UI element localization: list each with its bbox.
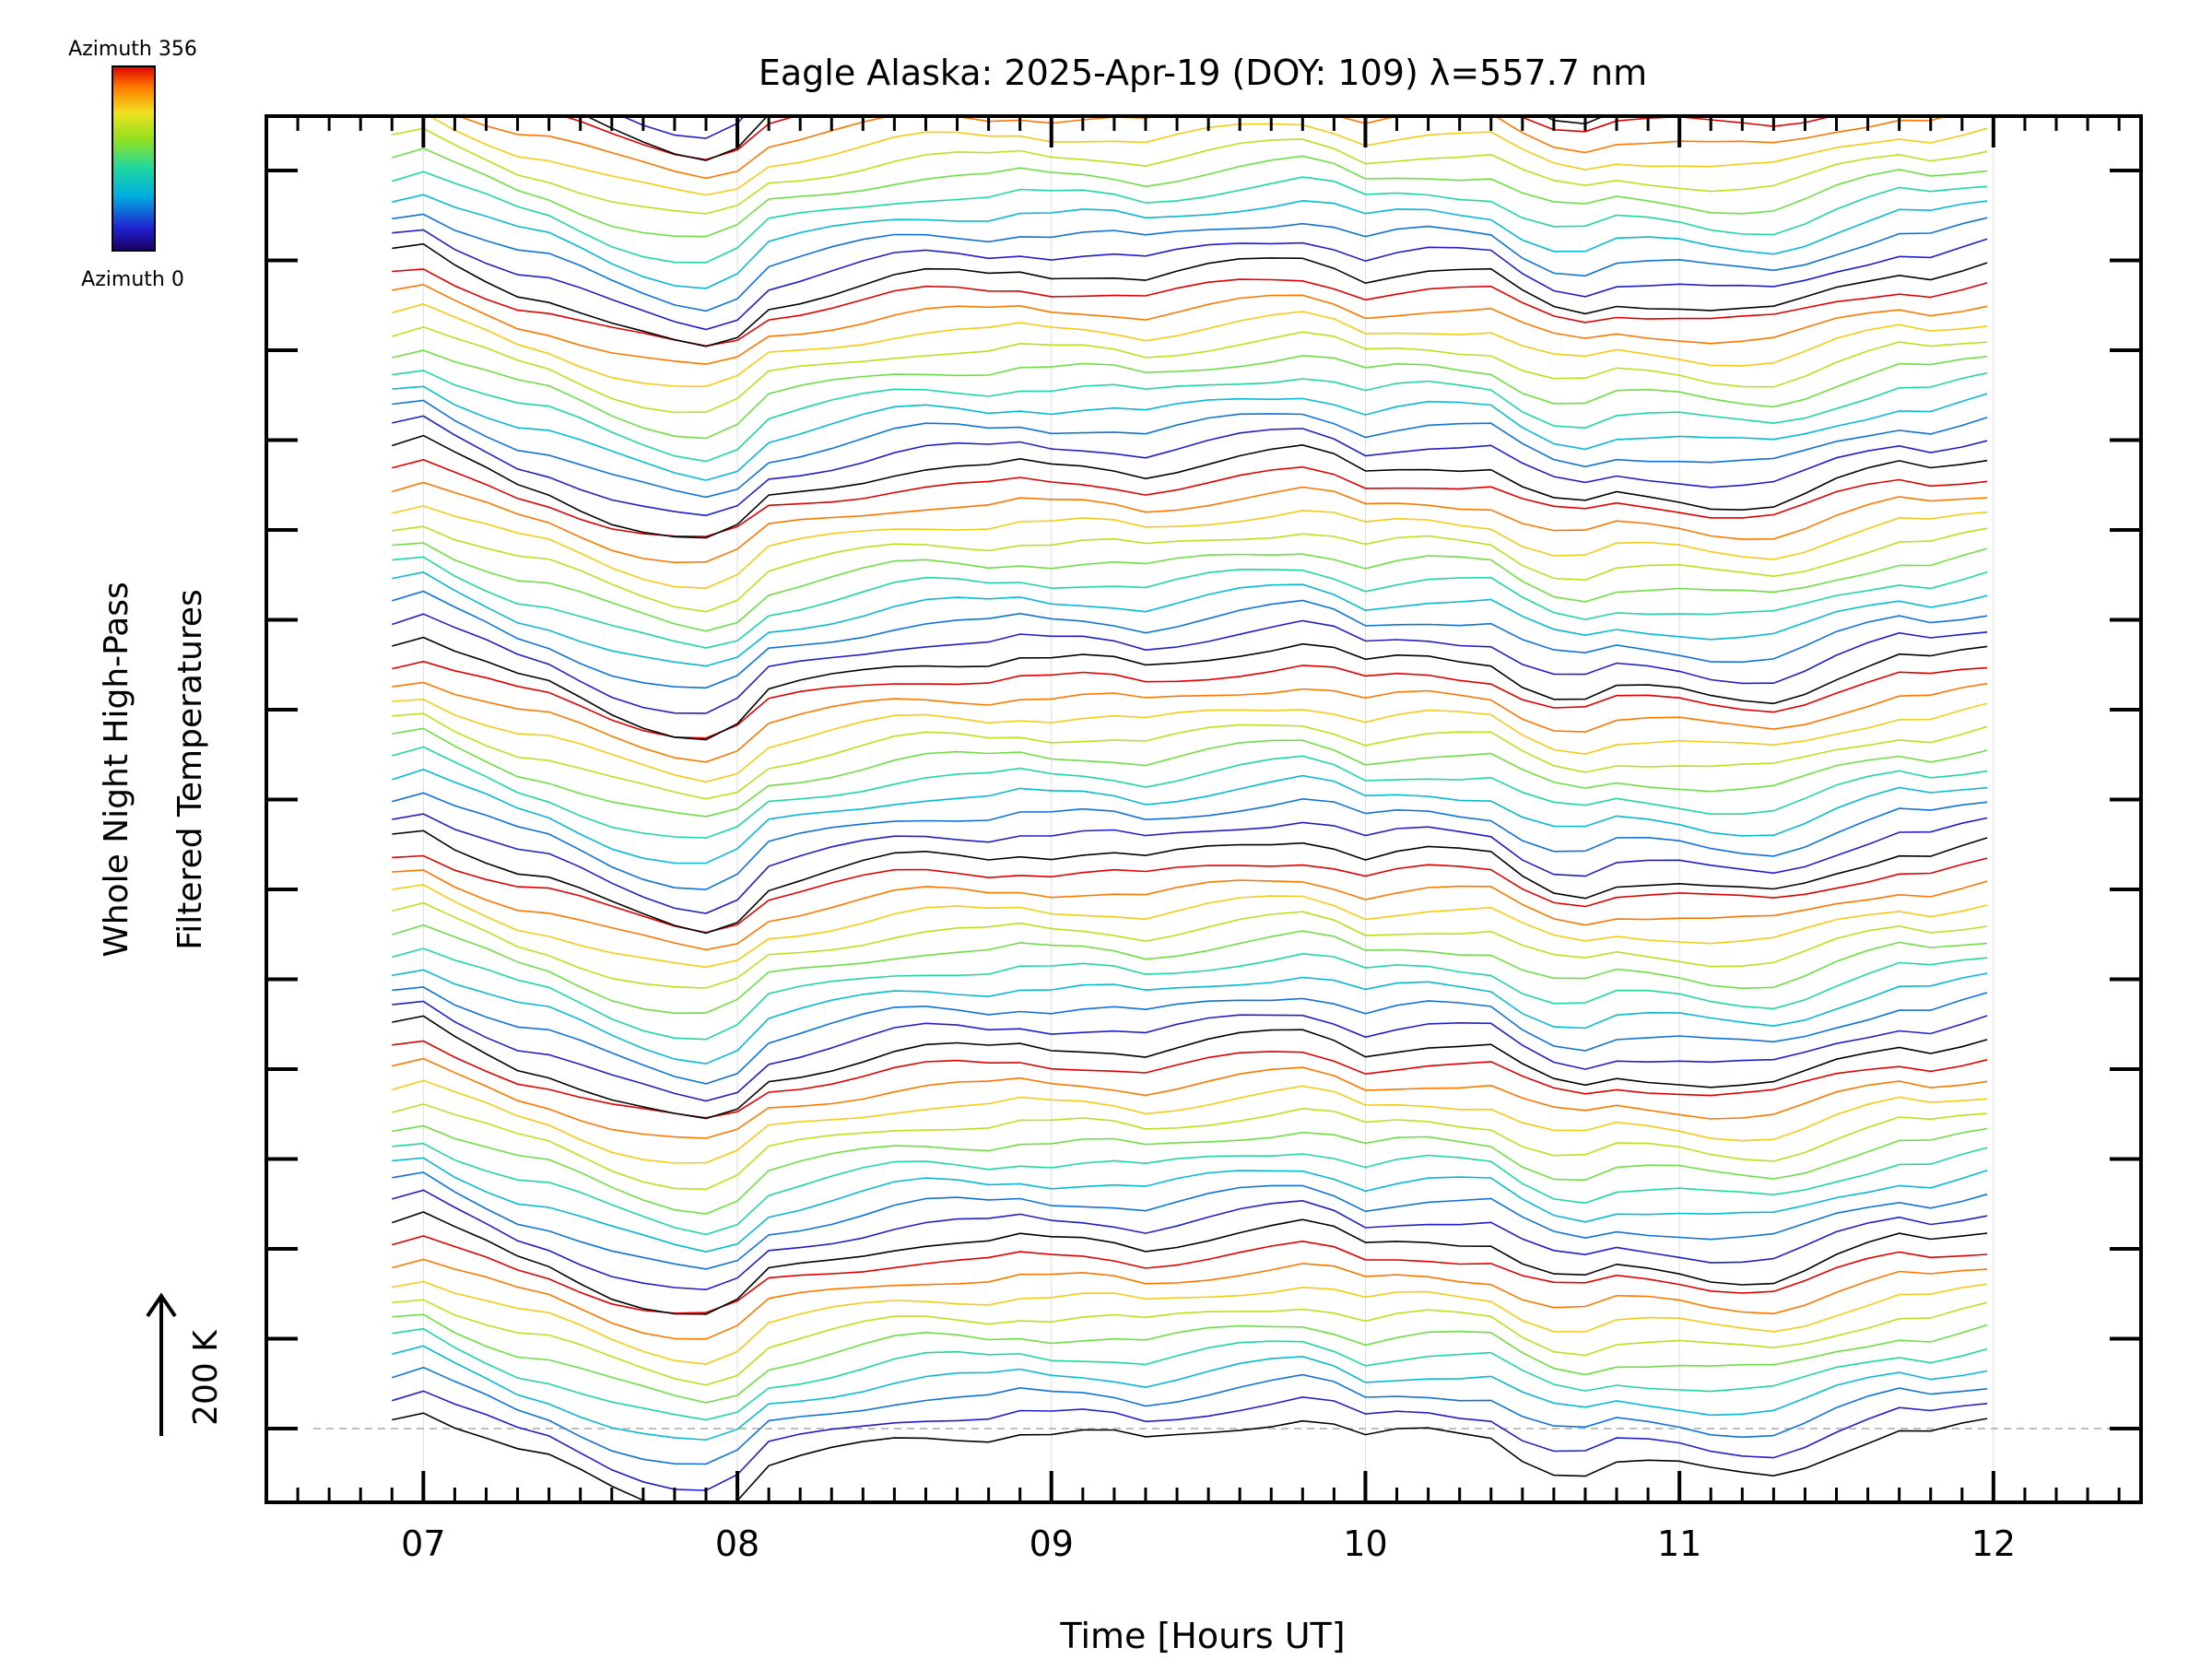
series-line: [392, 854, 1988, 934]
y-axis-label-line1: Whole Night High-Pass: [98, 582, 135, 958]
series-line: [620, 116, 746, 139]
x-tick-labels: 07 08 09 10 11 12: [401, 1524, 2016, 1564]
chart-title: Eagle Alaska: 2025-Apr-19 (DOY: 109) λ=5…: [759, 53, 1647, 93]
series-line: [392, 268, 1988, 347]
series-line: [392, 1057, 1988, 1139]
series-line: [392, 1015, 1988, 1120]
series-line: [392, 613, 1988, 714]
series-line: [392, 415, 1988, 517]
y-axis-label-line2: Filtered Temperatures: [171, 589, 209, 950]
x-tick-label: 12: [1971, 1524, 2016, 1564]
series-line: [392, 1079, 1988, 1164]
x-tick-label: 08: [715, 1524, 759, 1564]
series-line: [392, 660, 1988, 739]
series-line: [392, 1000, 1988, 1102]
series-line: [392, 349, 1988, 440]
series-line: [392, 571, 1988, 667]
series-line: [392, 1345, 1988, 1441]
series-line: [392, 229, 1988, 331]
scale-arrow: [146, 1292, 177, 1436]
series-line: [392, 1157, 1988, 1253]
series-line: [392, 1390, 1988, 1491]
series-line: [392, 505, 1988, 590]
series-line: [392, 171, 1988, 264]
series-line: [392, 434, 1988, 539]
series-line: [392, 986, 1988, 1085]
series-line: [392, 0, 1987, 44]
series-line: [392, 681, 1988, 763]
plot-frame: [265, 114, 2143, 1504]
series-line: [392, 0, 1987, 28]
series-line: [392, 590, 1988, 689]
series-line: [392, 0, 1987, 9]
series-line: [392, 194, 1988, 289]
series-line: [392, 1366, 1988, 1465]
series-line: [392, 1327, 1988, 1421]
series-line: [392, 1142, 1988, 1236]
series-line: [392, 127, 1988, 215]
x-tick-label: 07: [401, 1524, 445, 1564]
series-line: [392, 1124, 1988, 1215]
x-axis-label: Time [Hours UT]: [1059, 1616, 1345, 1656]
series-line: [392, 1171, 1988, 1270]
colorbar-top-label: Azimuth 356: [68, 38, 197, 61]
series-line: [392, 1299, 1988, 1386]
series-line: [392, 481, 1988, 564]
series-line: [392, 792, 1988, 890]
series-line: [392, 399, 1988, 499]
series-line: [392, 283, 1988, 365]
series-line: [584, 116, 1784, 161]
series-line: [392, 325, 1988, 414]
series-line: [392, 830, 1988, 935]
series-line: [392, 698, 1988, 783]
series-line: [392, 924, 1988, 1015]
series-line: [392, 370, 1988, 463]
x-tick-label: 09: [1030, 1524, 1074, 1564]
series-line: [392, 1313, 1988, 1404]
series-line: [392, 385, 1988, 481]
series-line: [392, 769, 1988, 865]
series-line: [392, 556, 1988, 649]
series-line: [392, 459, 1988, 537]
series-line: [392, 712, 1988, 800]
series-line: [392, 213, 1988, 312]
series-line: [392, 1103, 1988, 1191]
series-line: [392, 727, 1988, 818]
series-line: [392, 813, 1988, 914]
series-line: [392, 1280, 1988, 1365]
series-line: [392, 1189, 1988, 1291]
series-line: [392, 1040, 1988, 1119]
series-line: [392, 116, 1988, 196]
series-line: [392, 1211, 1988, 1315]
scale-label: 200 K: [187, 1329, 225, 1426]
series-line: [392, 525, 1988, 613]
series-line: [560, 116, 1836, 161]
series-line: [392, 1235, 1988, 1314]
axes: [265, 114, 2143, 1504]
colorbar: Azimuth 356 Azimuth 0: [68, 38, 197, 291]
x-tick-label: 10: [1343, 1524, 1387, 1564]
series-line: [392, 947, 1988, 1041]
series-line: [392, 242, 1988, 347]
series-line: [392, 636, 1988, 741]
series-line: [392, 901, 1988, 989]
series-line: [392, 884, 1988, 969]
series-line: [392, 542, 1988, 632]
series-line: [392, 746, 1988, 839]
series-line: [392, 1412, 1988, 1502]
series-line: [392, 1258, 1988, 1340]
series-line: [392, 303, 1988, 388]
series-line: [392, 869, 1988, 951]
x-tick-label: 11: [1657, 1524, 1701, 1564]
colorbar-bottom-label: Azimuth 0: [81, 268, 184, 291]
series-line: [392, 969, 1988, 1065]
series-group: [392, 0, 1988, 1502]
colorbar-gradient: [112, 65, 156, 252]
series-line: [392, 147, 1988, 238]
series-line: [456, 116, 1949, 180]
